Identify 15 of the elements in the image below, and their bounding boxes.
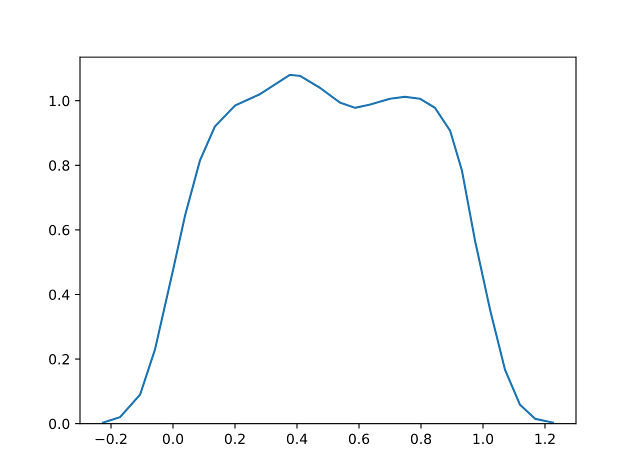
y-tick-label: 0.2 — [49, 354, 69, 365]
x-tick-label: 0.4 — [286, 434, 308, 444]
y-tick-label: 0.0 — [49, 418, 70, 430]
x-tick-label: 0.8 — [410, 434, 432, 444]
x-tick-label: −0.2 — [96, 434, 126, 444]
x-tick-label: 1.0 — [473, 434, 494, 444]
y-tick-label: 0.4 — [49, 289, 70, 300]
line-series — [102, 74, 554, 424]
y-tick-label: 0.8 — [49, 160, 70, 171]
x-tick-label: 0.6 — [348, 434, 370, 444]
x-tick-label: 1.2 — [535, 434, 555, 444]
x-tick-label: 0.2 — [224, 434, 245, 444]
y-tick-label: 1.0 — [50, 96, 70, 106]
x-tick-label: 0.0 — [162, 434, 184, 444]
y-tick-label: 0.6 — [49, 224, 70, 236]
